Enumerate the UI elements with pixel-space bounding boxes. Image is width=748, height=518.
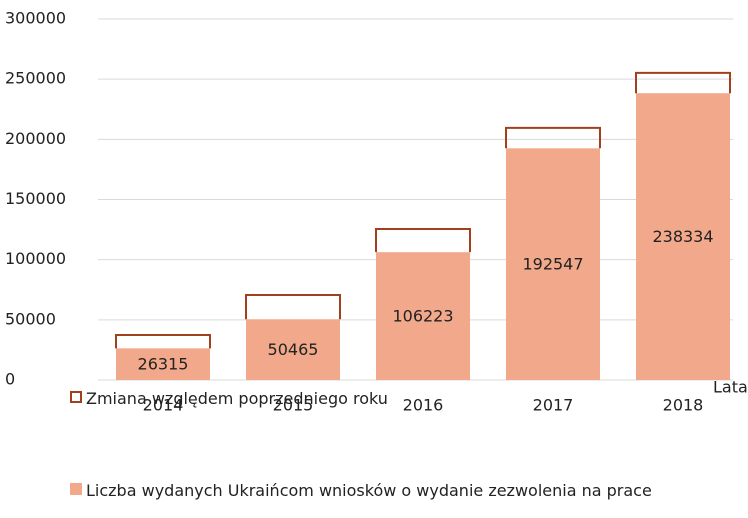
bar xyxy=(116,348,210,380)
x-tick-label: 2014 xyxy=(143,396,184,415)
data-label: 238334 xyxy=(652,227,713,246)
y-tick-label: 0 xyxy=(5,370,15,389)
x-tick-label: 2015 xyxy=(273,396,314,415)
bar-segment-outline xyxy=(505,126,601,149)
legend-item: Zmiana względem poprzedniego roku xyxy=(70,388,686,410)
bar-segment-outline xyxy=(375,227,471,253)
bar xyxy=(246,319,340,380)
data-label: 106223 xyxy=(392,307,453,326)
legend-item: Liczba wydanych Ukraińcom wniosków o wyd… xyxy=(70,480,686,502)
y-tick-label: 100000 xyxy=(5,249,66,268)
data-label: 50465 xyxy=(268,340,319,359)
bar-segment-outline xyxy=(245,293,341,320)
data-label: 26315 xyxy=(138,355,189,374)
x-axis-label: Lata xyxy=(713,378,748,397)
bar xyxy=(636,93,730,381)
bar-segment-outline xyxy=(115,333,211,349)
y-tick-label: 250000 xyxy=(5,69,66,88)
legend-label: Liczba wydanych Ukraińcom wniosków o wyd… xyxy=(86,481,652,500)
legend-swatch xyxy=(70,483,82,495)
bar xyxy=(506,148,600,380)
legend-label: Zmiana względem poprzedniego roku xyxy=(86,389,388,408)
x-tick-label: 2016 xyxy=(403,396,444,415)
y-tick-label: 50000 xyxy=(5,309,56,328)
data-label: 192547 xyxy=(522,255,583,274)
bar xyxy=(376,252,470,380)
x-tick-label: 2018 xyxy=(663,396,704,415)
y-tick-label: 300000 xyxy=(5,9,66,28)
x-tick-label: 2017 xyxy=(533,396,574,415)
y-tick-label: 150000 xyxy=(5,189,66,208)
y-tick-label: 200000 xyxy=(5,129,66,148)
legend-swatch xyxy=(70,391,82,403)
bar-segment-outline xyxy=(635,71,731,94)
